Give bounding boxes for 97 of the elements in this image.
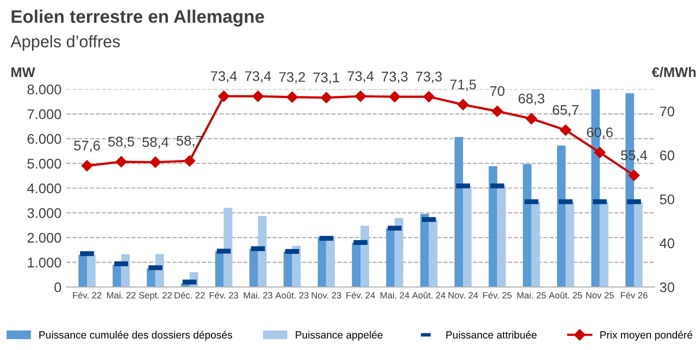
point	[150, 156, 161, 168]
point	[116, 156, 127, 168]
x-tick-label: Fév. 24	[346, 292, 375, 298]
bar	[318, 238, 326, 287]
data-label: 71,5	[450, 80, 476, 92]
y-tick-label: 2.000	[28, 232, 62, 243]
bar	[497, 186, 506, 287]
bar	[386, 228, 395, 287]
data-label: 73,1	[314, 72, 340, 84]
y-tick-label: 1.000	[28, 258, 62, 268]
data-label: 73,2	[279, 72, 305, 84]
x-tick-label: Fév. 22	[73, 292, 102, 298]
x-tick-label: Août. 25	[548, 292, 582, 298]
y2-tick-label: 50	[660, 194, 674, 204]
data-label: 73,4	[348, 71, 374, 83]
y2-tick-label: 40	[660, 238, 674, 248]
bar	[87, 254, 96, 287]
y-axis-title: MW	[11, 67, 36, 77]
x-tick-label: Nov. 23	[312, 292, 342, 298]
data-label: 68,3	[518, 94, 544, 106]
legend-label: Puissance cumulée des dossiers déposés	[39, 330, 232, 341]
point	[389, 91, 400, 102]
bar	[215, 251, 224, 287]
x-tick-label: Mai. 25	[517, 292, 546, 298]
point	[526, 113, 538, 124]
bar	[522, 164, 532, 287]
y2-tick-label: 30	[660, 282, 674, 292]
bar	[394, 218, 404, 287]
y2-axis-title: €/MWh	[652, 66, 696, 78]
y-tick-label: 4.000	[27, 183, 62, 194]
x-tick-label: Nov 25	[586, 292, 614, 298]
point	[457, 99, 469, 110]
bar	[224, 208, 232, 287]
point	[218, 90, 230, 102]
bar	[352, 242, 360, 287]
bar	[258, 216, 266, 287]
y-tick-label: 8.000	[27, 84, 62, 94]
y-tick-label: 7.000	[28, 109, 62, 120]
x-tick-label: Fév. 25	[483, 292, 512, 298]
data-label: 65,7	[552, 105, 578, 117]
data-label: 73,4	[245, 71, 272, 83]
x-tick-label: Fév. 23	[210, 292, 238, 298]
bar	[600, 202, 608, 287]
bar	[454, 136, 464, 287]
x-tick-label: Nov. 24	[448, 292, 478, 298]
data-label: 70	[490, 86, 504, 96]
y2-tick-label: 60	[660, 150, 674, 160]
bar	[146, 268, 156, 287]
point	[81, 160, 93, 172]
point	[423, 91, 434, 102]
y-tick-label: 6.000	[28, 134, 62, 144]
bar	[326, 238, 335, 287]
point	[354, 90, 366, 102]
data-label: 73,3	[416, 72, 442, 84]
bar	[566, 202, 574, 287]
legend-label: Puissance appelée	[296, 330, 383, 341]
legend-label: Prix moyen pondéré	[600, 330, 692, 341]
bar	[249, 248, 258, 287]
x-tick-label: Fév 26	[620, 292, 648, 298]
bar	[284, 251, 292, 287]
bar	[420, 214, 429, 287]
point	[252, 90, 264, 102]
point	[184, 155, 196, 166]
legend-label: Puissance attribuée	[446, 330, 537, 339]
y2-tick-label: 70	[660, 106, 674, 116]
x-tick-label: Déc. 22	[174, 292, 205, 298]
bar	[360, 226, 370, 287]
x-tick-label: Août. 23	[275, 292, 309, 298]
data-label: 58,4	[142, 137, 168, 149]
x-tick-label: Sept. 22	[138, 292, 172, 300]
point	[492, 106, 503, 117]
bar	[78, 254, 88, 287]
point	[560, 124, 572, 136]
data-label: 73,3	[382, 72, 408, 84]
bar	[531, 202, 540, 287]
y-tick-label: 3.000	[27, 208, 62, 218]
chart-subtitle: Appels d’offres	[10, 35, 120, 51]
point	[286, 92, 298, 103]
data-label: 58,5	[108, 136, 134, 148]
x-tick-label: Août. 24	[412, 292, 446, 298]
bar	[463, 186, 472, 287]
bar	[634, 202, 643, 287]
bar	[112, 264, 122, 287]
point	[594, 146, 606, 158]
x-tick-label: Mai. 22	[107, 292, 136, 298]
bar	[557, 146, 566, 287]
y-tick-label: 5.000	[27, 158, 62, 169]
x-tick-label: Mai. 24	[380, 292, 410, 298]
point	[320, 92, 332, 104]
bar	[488, 166, 498, 287]
x-tick-label: Mai. 23	[244, 292, 272, 298]
data-label: 57,6	[74, 140, 100, 152]
y-tick-label: 0	[54, 282, 62, 292]
data-label: 73,4	[210, 71, 237, 83]
bar	[428, 220, 438, 287]
point	[628, 170, 640, 181]
chart-title: Eolien terrestre en Allemagne	[12, 10, 264, 27]
